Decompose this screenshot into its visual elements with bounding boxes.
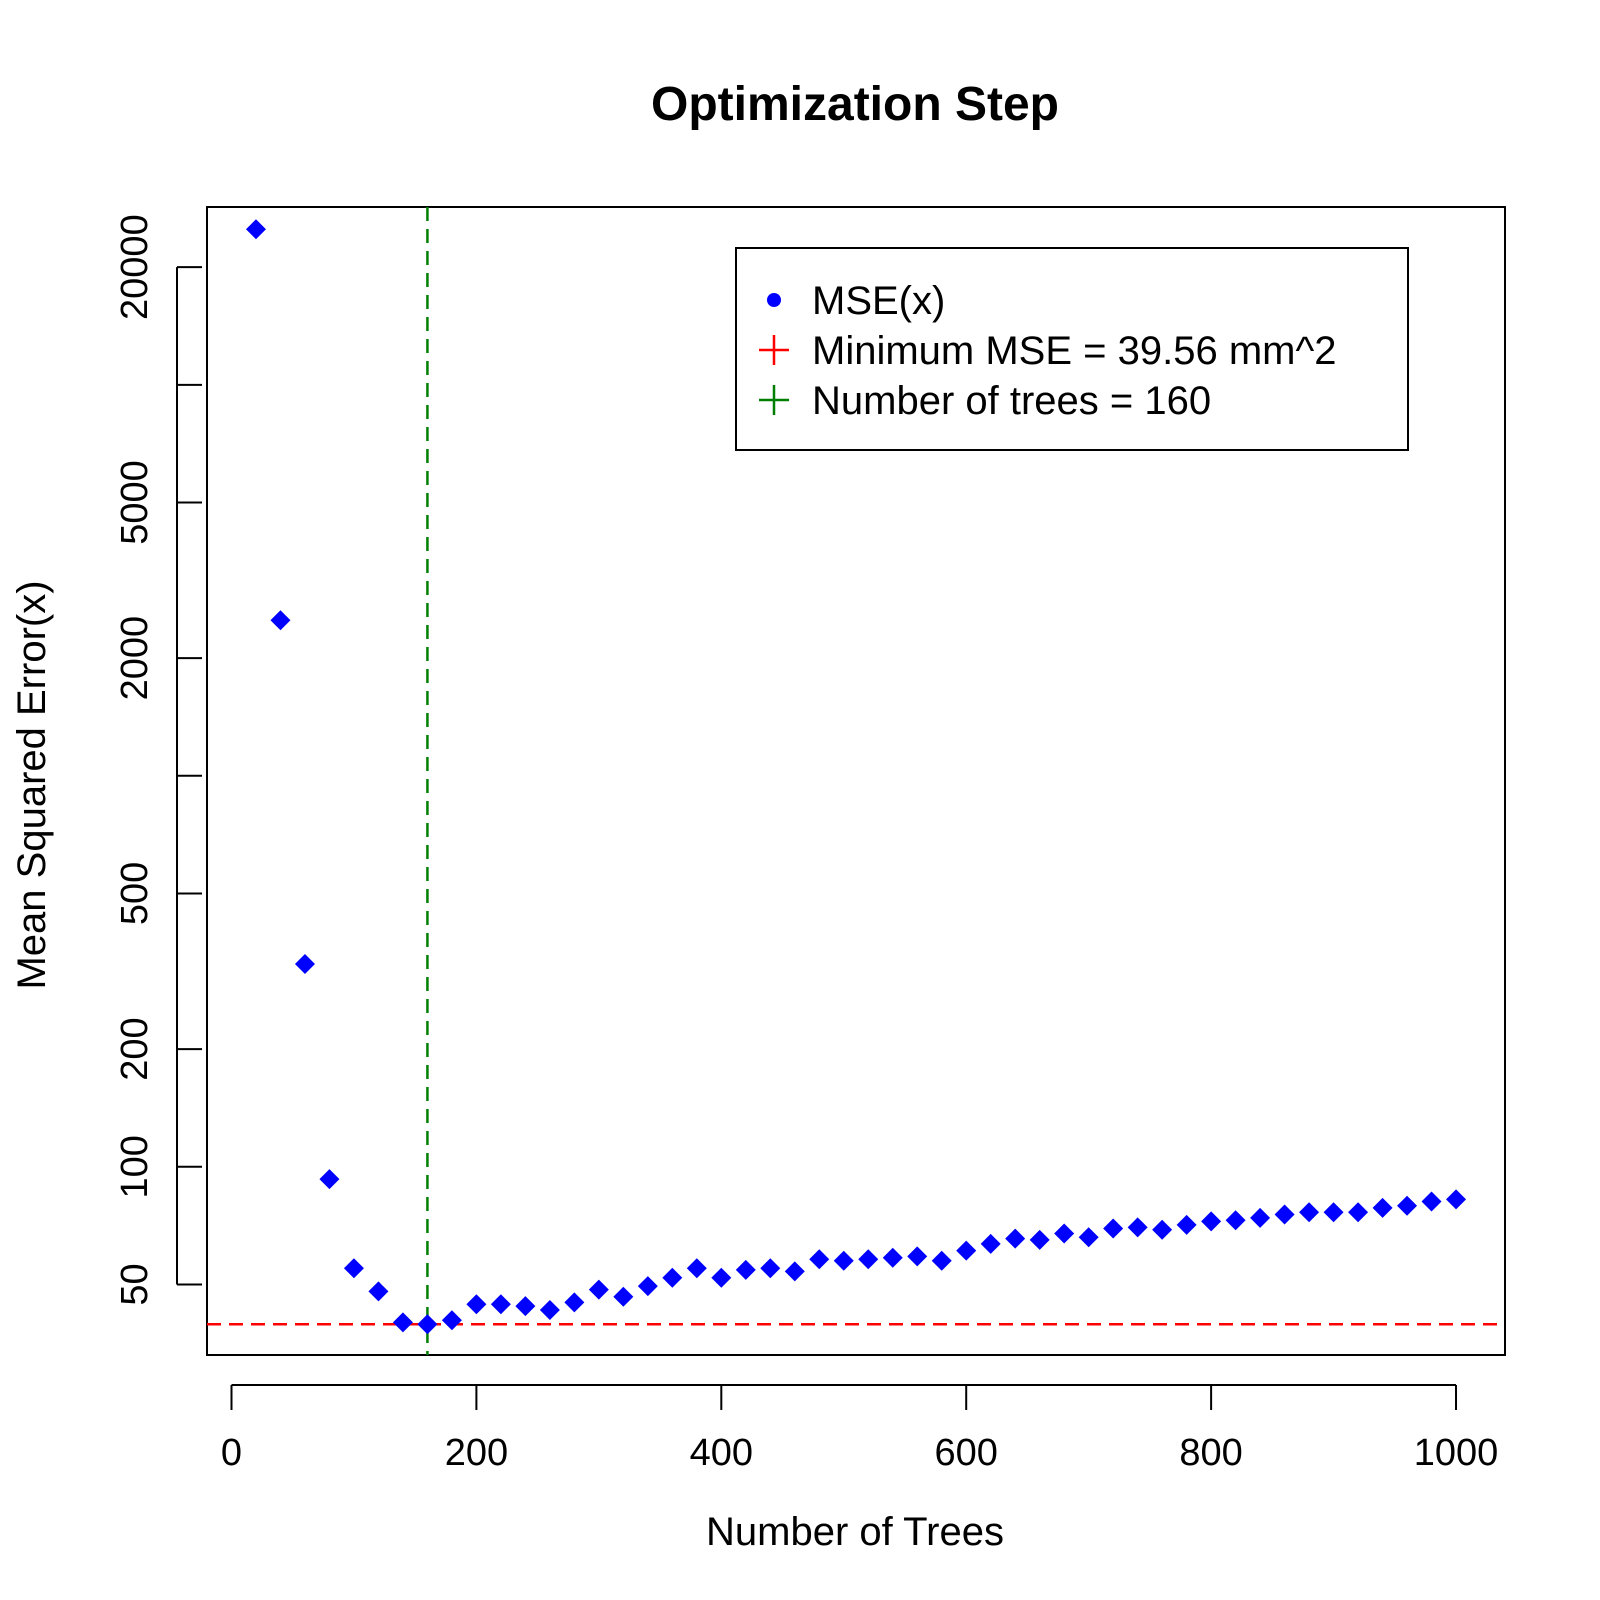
data-point (1127, 1217, 1148, 1238)
data-point (564, 1292, 585, 1313)
x-tick-label: 400 (690, 1432, 753, 1474)
legend-dot-icon (767, 293, 781, 307)
data-point (392, 1312, 413, 1333)
data-point (1054, 1223, 1075, 1244)
data-point (1029, 1229, 1050, 1250)
legend-red-plus-icon (759, 335, 789, 365)
reference-lines (207, 207, 1505, 1355)
data-point (417, 1314, 438, 1335)
data-point (441, 1310, 462, 1331)
data-point (343, 1258, 364, 1279)
legend-label-mse: MSE(x) (812, 279, 945, 323)
legend-label-min-mse: Minimum MSE = 39.56 mm^2 (812, 329, 1336, 373)
data-point (882, 1247, 903, 1268)
data-point (686, 1258, 707, 1279)
data-point (1274, 1204, 1295, 1225)
data-point (1005, 1228, 1026, 1249)
data-point (270, 610, 291, 631)
data-point (1152, 1219, 1173, 1240)
data-point (1421, 1191, 1442, 1212)
y-axis: 50 100 200 500 2000 5000 20000 (114, 214, 202, 1306)
y-tick-label: 20000 (114, 214, 156, 320)
data-point (588, 1279, 609, 1300)
data-point (956, 1240, 977, 1261)
data-point (294, 954, 315, 975)
x-tick-label: 0 (221, 1432, 242, 1474)
y-tick-label: 5000 (114, 460, 156, 545)
data-point (1372, 1197, 1393, 1218)
data-point (980, 1233, 1001, 1254)
data-point (1299, 1202, 1320, 1223)
data-points (245, 219, 1467, 1335)
data-point (1225, 1210, 1246, 1231)
legend: MSE(x) Minimum MSE = 39.56 mm^2 Number o… (735, 247, 1409, 451)
data-point (613, 1286, 634, 1307)
data-point (466, 1294, 487, 1315)
legend-box (735, 247, 1409, 451)
data-point (711, 1267, 732, 1288)
data-point (368, 1281, 389, 1302)
x-tick-label: 600 (935, 1432, 998, 1474)
y-tick-label: 200 (114, 1017, 156, 1080)
x-axis-label: Number of Trees (706, 1510, 1004, 1554)
data-point (490, 1294, 511, 1315)
y-tick-label: 2000 (114, 616, 156, 701)
y-axis-label: Mean Squared Error(x) (10, 580, 54, 989)
data-point (760, 1258, 781, 1279)
data-point (637, 1276, 658, 1297)
data-point (809, 1249, 830, 1270)
data-point (515, 1296, 536, 1317)
legend-green-plus-icon (759, 385, 789, 415)
x-axis: 0 200 400 600 800 1000 (221, 1384, 1499, 1474)
y-tick-label: 50 (114, 1263, 156, 1305)
data-point (1201, 1211, 1222, 1232)
legend-label-trees: Number of trees = 160 (812, 379, 1211, 423)
data-point (907, 1246, 928, 1267)
plot-frame (206, 206, 1506, 1356)
y-tick-label: 100 (114, 1135, 156, 1198)
data-point (858, 1249, 879, 1270)
chart-title: Optimization Step (651, 78, 1059, 131)
data-point (662, 1267, 683, 1288)
data-point (833, 1250, 854, 1271)
data-point (1176, 1214, 1197, 1235)
data-point (1250, 1207, 1271, 1228)
data-point (319, 1169, 340, 1190)
data-point (1078, 1227, 1099, 1248)
data-point (1323, 1202, 1344, 1223)
data-point (1348, 1202, 1369, 1223)
y-tick-label: 500 (114, 862, 156, 925)
data-point (245, 219, 266, 240)
data-point (1103, 1218, 1124, 1239)
data-point (784, 1261, 805, 1282)
data-point (1446, 1189, 1467, 1210)
data-point (735, 1259, 756, 1280)
x-tick-label: 1000 (1414, 1432, 1499, 1474)
x-tick-label: 200 (445, 1432, 508, 1474)
x-tick-label: 800 (1179, 1432, 1242, 1474)
data-point (931, 1250, 952, 1271)
data-point (1397, 1195, 1418, 1216)
data-point (539, 1300, 560, 1321)
